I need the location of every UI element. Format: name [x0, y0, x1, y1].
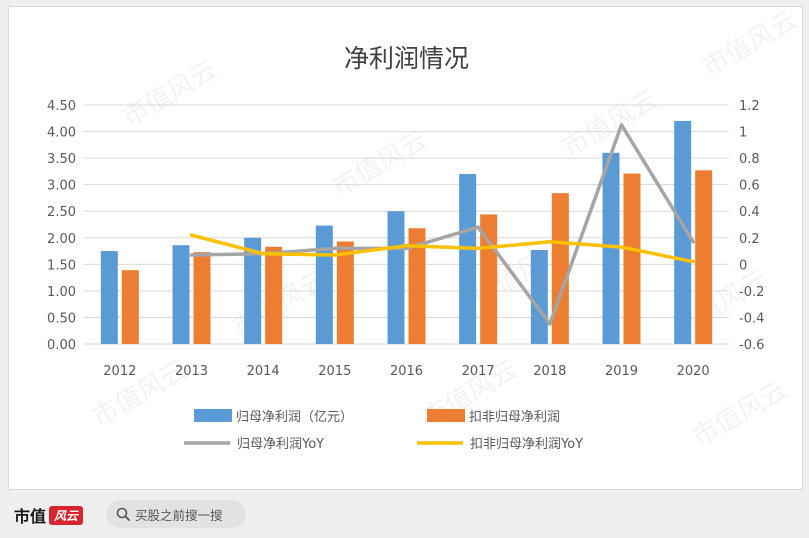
y-right-tick-label: -0.2 [739, 285, 764, 300]
x-tick-label: 2013 [175, 364, 208, 379]
y-right-tick-label: 1.2 [739, 99, 760, 114]
y-right-tick-label: 0.4 [739, 205, 760, 220]
y-right-tick-label: -0.6 [739, 338, 764, 353]
legend-swatch-2 [427, 409, 465, 422]
bar-1 [172, 245, 190, 344]
x-tick-label: 2017 [462, 364, 495, 379]
y-left-tick-label: 0.00 [47, 338, 76, 353]
x-tick-label: 2014 [247, 364, 280, 379]
bar-2 [265, 246, 283, 344]
x-tick-label: 2018 [533, 364, 566, 379]
bar-2 [121, 270, 139, 344]
bar-2 [193, 252, 211, 344]
y-left-tick-label: 4.00 [47, 126, 76, 141]
x-tick-label: 2020 [677, 364, 710, 379]
y-left-tick-label: 3.00 [47, 179, 76, 194]
chart-title: 净利润情况 [344, 44, 469, 73]
bar-1 [530, 249, 548, 344]
bar-1 [315, 225, 333, 344]
legend-label-4: 扣非归母净利润YoY [470, 437, 583, 452]
bar-2 [623, 173, 641, 344]
net-profit-chart: 市值风云市值风云市值风云市值风云市值风云市值风云市值风云市值风云市值风云市值风云… [47, 7, 803, 453]
y-right-tick-label: 0 [739, 258, 747, 273]
legend-label-3: 归母净利润YoY [237, 437, 324, 452]
brand-seal: 风云 [49, 505, 84, 525]
legend-label-1: 归母净利润（亿元） [236, 410, 353, 425]
watermark-text-3: 市值风云 [698, 7, 803, 83]
x-tick-label: 2019 [605, 364, 638, 379]
y-left-tick-label: 4.50 [47, 99, 76, 114]
bar-1 [674, 120, 692, 344]
y-right-tick-label: 1 [739, 126, 747, 141]
brand-name: 市值 [14, 507, 47, 526]
watermark-text-9: 市值风云 [688, 375, 793, 453]
watermark-text-1: 市值风云 [328, 125, 433, 203]
bar-2 [408, 228, 426, 344]
bar-2 [695, 170, 713, 344]
footer-bar: 市值 风云 买股之前搜一搜 [0, 492, 809, 538]
y-right-tick-label: 0.8 [739, 152, 760, 167]
legend-label-2: 扣非归母净利润 [469, 410, 560, 425]
x-tick-label: 2012 [103, 364, 136, 379]
y-left-tick-label: 1.00 [47, 285, 76, 300]
bar-1 [244, 237, 262, 344]
search-icon [116, 507, 130, 521]
legend-swatch-1 [194, 409, 232, 422]
bar-2 [551, 193, 569, 344]
y-right-tick-label: 0.2 [739, 232, 760, 247]
watermark-text-0: 市值风云 [118, 55, 223, 133]
chart-frame: 市值风云市值风云市值风云市值风云市值风云市值风云市值风云市值风云市值风云市值风云… [8, 6, 803, 490]
bar-1 [100, 251, 118, 344]
bar-2 [336, 241, 354, 344]
search-box[interactable]: 买股之前搜一搜 [106, 500, 246, 528]
y-left-tick-label: 3.50 [47, 152, 76, 167]
search-placeholder: 买股之前搜一搜 [135, 507, 223, 523]
line-series-2 [189, 233, 695, 264]
y-left-tick-label: 2.00 [47, 232, 76, 247]
x-tick-label: 2016 [390, 364, 423, 379]
y-right-tick-label: -0.4 [739, 311, 764, 326]
y-right-tick-label: 0.6 [739, 179, 760, 194]
y-left-tick-label: 1.50 [47, 258, 76, 273]
bar-1 [387, 211, 405, 344]
y-left-tick-label: 2.50 [47, 205, 76, 220]
watermark-text-2: 市值风云 [558, 85, 663, 163]
x-tick-label: 2015 [318, 364, 351, 379]
bar-1 [459, 174, 477, 344]
bar-1 [602, 152, 620, 344]
brand-logo[interactable]: 市值 风云 [14, 503, 84, 527]
y-left-tick-label: 0.50 [47, 311, 76, 326]
